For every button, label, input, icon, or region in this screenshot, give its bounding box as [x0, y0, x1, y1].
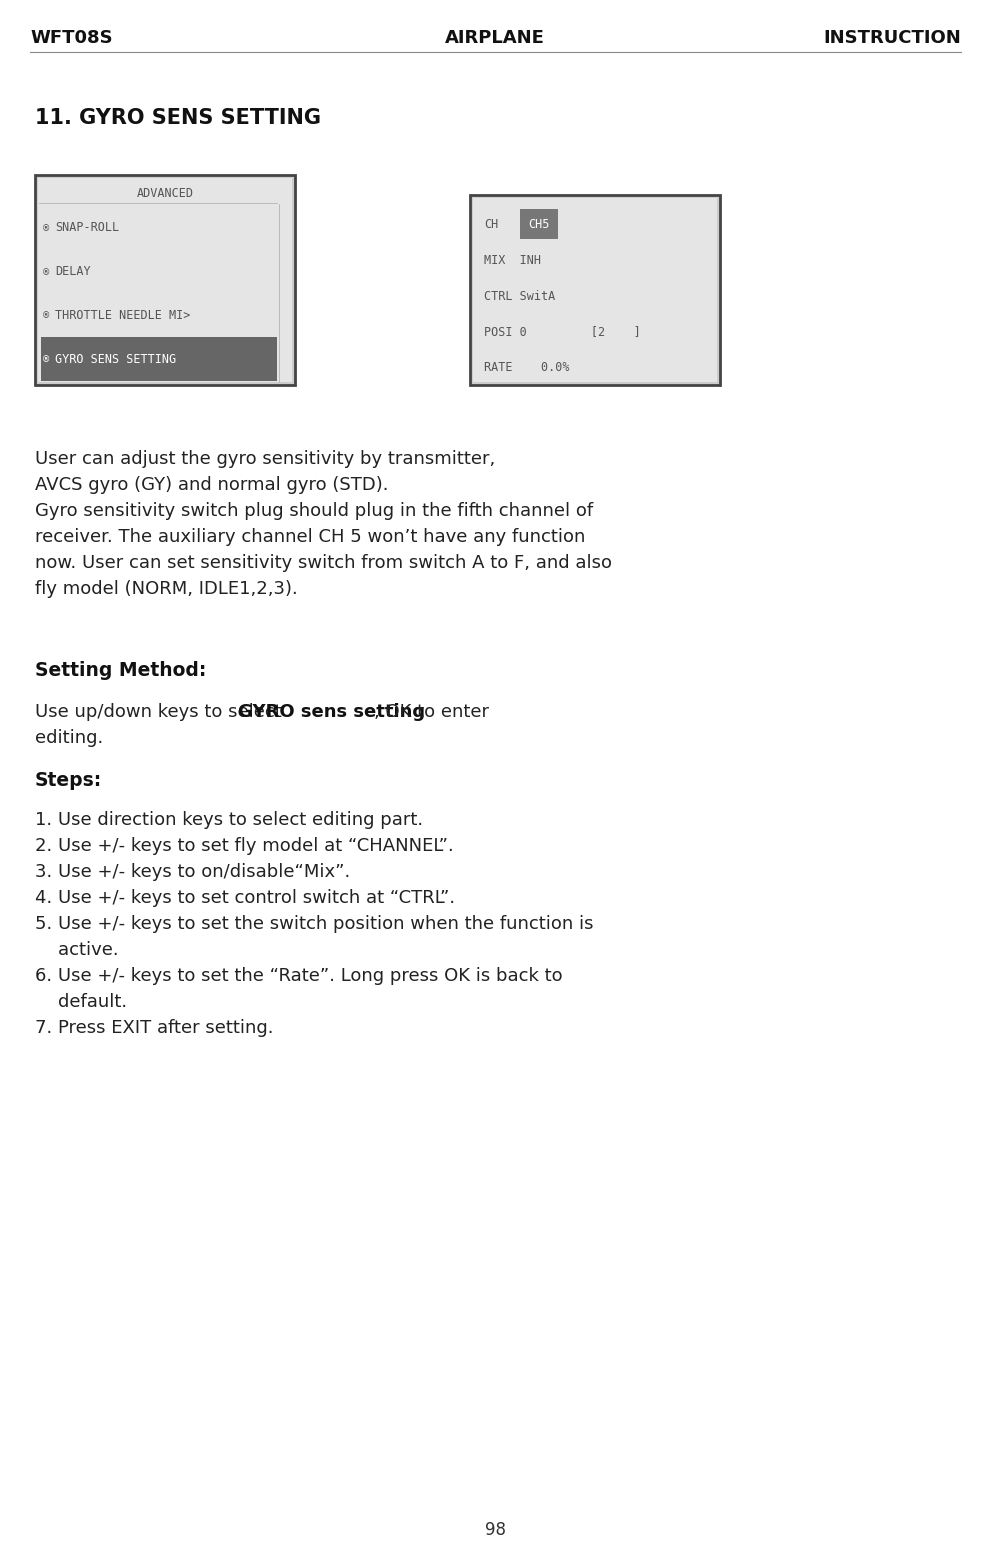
Bar [470, 194, 720, 386]
Text: User can adjust the gyro sensitivity by transmitter,: User can adjust the gyro sensitivity by … [35, 450, 495, 467]
Text: Steps:: Steps: [35, 771, 102, 790]
Text: Gyro sensitivity switch plug should plug in the fifth channel of: Gyro sensitivity switch plug should plug… [35, 502, 594, 521]
Text: GYRO sens setting: GYRO sens setting [238, 702, 424, 721]
Text: 7. Press EXIT after setting.: 7. Press EXIT after setting. [35, 1019, 274, 1036]
Text: ®: ® [43, 354, 50, 364]
Text: , OK to enter: , OK to enter [374, 702, 489, 721]
Text: 1. Use direction keys to select editing part.: 1. Use direction keys to select editing … [35, 811, 423, 829]
Text: CH5: CH5 [528, 218, 550, 232]
Text: DELAY: DELAY [55, 265, 90, 278]
Text: ®: ® [43, 223, 50, 234]
Text: CTRL SwitA: CTRL SwitA [484, 290, 555, 303]
Bar [520, 209, 558, 238]
Text: 2. Use +/- keys to set fly model at “CHANNEL”.: 2. Use +/- keys to set fly model at “CHA… [35, 837, 454, 855]
Text: 4. Use +/- keys to set control switch at “CTRL”.: 4. Use +/- keys to set control switch at… [35, 889, 455, 906]
Text: receiver. The auxiliary channel CH 5 won’t have any function: receiver. The auxiliary channel CH 5 won… [35, 528, 586, 546]
Bar [38, 179, 292, 383]
Text: 11. GYRO SENS SETTING: 11. GYRO SENS SETTING [35, 108, 321, 129]
Text: default.: default. [35, 993, 127, 1011]
Text: 98: 98 [485, 1521, 505, 1540]
Text: ADVANCED: ADVANCED [137, 187, 193, 199]
Text: CH: CH [484, 218, 498, 232]
Bar [35, 176, 295, 386]
Text: now. User can set sensitivity switch from switch A to F, and also: now. User can set sensitivity switch fro… [35, 554, 612, 572]
Text: GYRO SENS SETTING: GYRO SENS SETTING [55, 353, 176, 365]
Text: WFT08S: WFT08S [30, 28, 113, 47]
Text: THROTTLE NEEDLE MI>: THROTTLE NEEDLE MI> [55, 309, 190, 321]
Bar [473, 198, 717, 383]
Text: active.: active. [35, 941, 119, 960]
Text: INSTRUCTION: INSTRUCTION [824, 28, 961, 47]
Text: AVCS gyro (GY) and normal gyro (STD).: AVCS gyro (GY) and normal gyro (STD). [35, 477, 388, 494]
Text: MIX  INH: MIX INH [484, 254, 541, 267]
Text: RATE    0.0%: RATE 0.0% [484, 361, 570, 373]
Text: 3. Use +/- keys to on/disable“Mix”.: 3. Use +/- keys to on/disable“Mix”. [35, 862, 350, 881]
Text: Use up/down keys to select: Use up/down keys to select [35, 702, 287, 721]
Text: AIRPLANE: AIRPLANE [445, 28, 545, 47]
Text: fly model (NORM, IDLE1,2,3).: fly model (NORM, IDLE1,2,3). [35, 580, 297, 597]
Text: 5. Use +/- keys to set the switch position when the function is: 5. Use +/- keys to set the switch positi… [35, 916, 594, 933]
Text: ®: ® [43, 267, 50, 276]
Text: SNAP-ROLL: SNAP-ROLL [55, 221, 119, 234]
Text: 6. Use +/- keys to set the “Rate”. Long press OK is back to: 6. Use +/- keys to set the “Rate”. Long … [35, 967, 563, 985]
Text: ®: ® [43, 310, 50, 320]
Text: Setting Method:: Setting Method: [35, 662, 206, 681]
Bar [41, 337, 277, 381]
Text: POSI 0         [2    ]: POSI 0 [2 ] [484, 325, 641, 339]
Text: editing.: editing. [35, 729, 103, 746]
